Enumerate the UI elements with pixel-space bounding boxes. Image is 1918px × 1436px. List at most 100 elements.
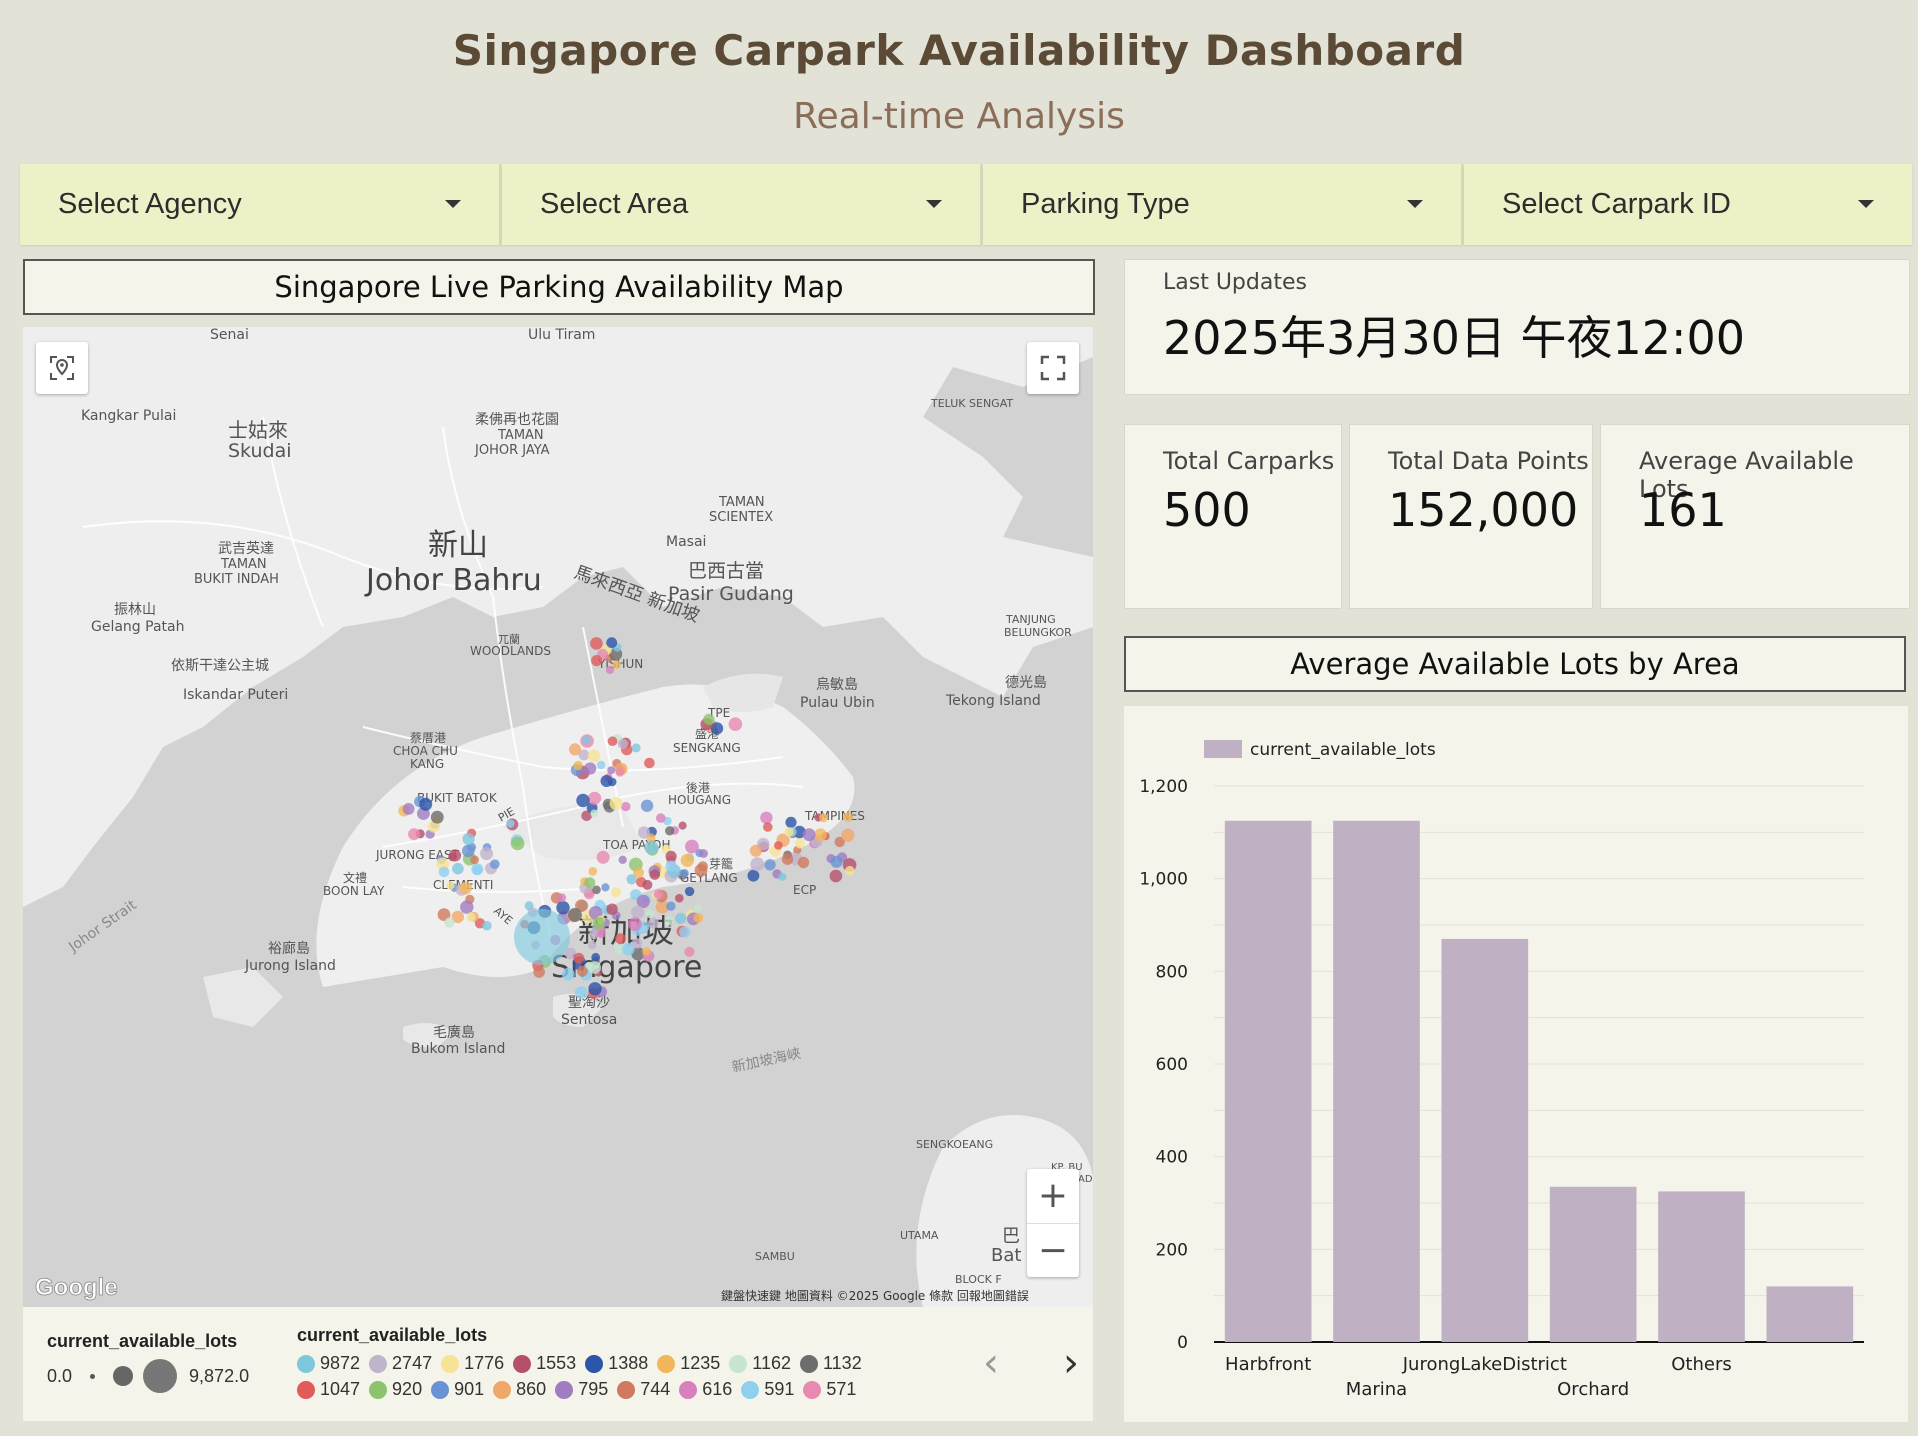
carpark-marker[interactable] (637, 826, 651, 839)
carpark-marker[interactable] (684, 946, 695, 957)
carpark-marker[interactable] (597, 929, 606, 939)
carpark-marker[interactable] (574, 986, 588, 999)
carpark-marker[interactable] (588, 940, 597, 950)
carpark-marker[interactable] (524, 901, 534, 911)
carpark-marker[interactable] (607, 736, 618, 746)
zoom-in-button[interactable]: + (1027, 1169, 1079, 1224)
carpark-marker[interactable] (642, 879, 653, 890)
carpark-marker[interactable] (466, 912, 476, 922)
carpark-marker[interactable] (685, 839, 699, 854)
carpark-marker[interactable] (606, 903, 618, 915)
carpark-marker[interactable] (480, 847, 494, 861)
carpark-marker[interactable] (506, 819, 515, 828)
carpark-marker[interactable] (600, 775, 613, 787)
carpark-marker[interactable] (584, 762, 597, 775)
carpark-marker-largest[interactable] (514, 909, 570, 965)
carpark-marker[interactable] (653, 889, 664, 899)
carpark-marker[interactable] (628, 917, 642, 931)
carpark-marker[interactable] (703, 713, 715, 725)
carpark-marker[interactable] (582, 735, 591, 745)
carpark-marker[interactable] (749, 844, 763, 857)
zoom-out-button[interactable]: − (1037, 1229, 1069, 1271)
carpark-marker[interactable] (561, 967, 575, 981)
carpark-marker[interactable] (581, 810, 592, 822)
carpark-map[interactable]: Senai Ulu Tiram Kangkar Pulai 士姑來 Skudai… (23, 327, 1093, 1307)
carpark-marker[interactable] (693, 912, 704, 923)
carpark-marker[interactable] (573, 952, 585, 964)
carpark-marker[interactable] (605, 665, 615, 675)
carpark-marker[interactable] (601, 883, 610, 892)
carpark-marker[interactable] (642, 947, 651, 956)
carpark-marker[interactable] (588, 867, 598, 876)
carpark-marker[interactable] (647, 917, 659, 929)
map-canvas[interactable]: Senai Ulu Tiram Kangkar Pulai 士姑來 Skudai… (23, 327, 1093, 1307)
area-filter-dropdown[interactable]: Select Area (502, 164, 982, 245)
carpark-marker[interactable] (622, 942, 635, 956)
carpark-marker[interactable] (615, 933, 626, 945)
carpark-marker[interactable] (664, 916, 674, 926)
carpark-marker[interactable] (557, 893, 567, 903)
carpark-marker[interactable] (680, 869, 689, 878)
carpark-marker[interactable] (609, 797, 623, 810)
carpark-marker[interactable] (760, 811, 773, 824)
agency-filter-dropdown[interactable]: Select Agency (20, 164, 501, 245)
carpark-marker[interactable] (615, 768, 625, 777)
carpark-marker[interactable] (591, 952, 601, 962)
carpark-marker[interactable] (578, 749, 590, 761)
map-attribution[interactable]: 鍵盤快速鍵 地圖資料 ©2025 Google 條款 回報地圖錯誤 (721, 1288, 1029, 1303)
carpark-marker[interactable] (419, 797, 433, 811)
carpark-marker[interactable] (764, 859, 776, 871)
carpark-marker[interactable] (617, 738, 629, 750)
carpark-marker[interactable] (665, 860, 677, 872)
carpark-marker[interactable] (636, 894, 650, 909)
carpark-marker[interactable] (781, 853, 794, 865)
carpark-marker[interactable] (591, 655, 603, 667)
carpark-marker[interactable] (607, 766, 616, 775)
carpark-marker[interactable] (843, 812, 853, 822)
carpark-marker[interactable] (460, 900, 474, 914)
carpark-marker[interactable] (684, 886, 695, 897)
carpark-marker[interactable] (588, 982, 602, 996)
carpark-marker[interactable] (510, 836, 525, 851)
carpark-marker[interactable] (649, 869, 661, 880)
parking-type-filter-dropdown[interactable]: Parking Type (983, 164, 1463, 245)
carpark-marker[interactable] (618, 855, 627, 864)
carpark-marker[interactable] (785, 816, 797, 828)
carpark-marker[interactable] (794, 838, 806, 849)
carpark-marker[interactable] (830, 855, 843, 868)
fullscreen-button[interactable] (1027, 342, 1079, 394)
carpark-marker[interactable] (612, 660, 621, 669)
locate-button[interactable] (36, 342, 88, 394)
carpark-marker[interactable] (438, 866, 450, 878)
carpark-marker[interactable] (577, 965, 588, 977)
carpark-marker[interactable] (797, 856, 810, 869)
carpark-marker[interactable] (655, 900, 670, 914)
carpark-marker[interactable] (665, 826, 675, 836)
carpark-marker[interactable] (470, 855, 479, 865)
carpark-marker[interactable] (656, 813, 666, 823)
carpark-marker[interactable] (774, 841, 783, 850)
carpark-marker[interactable] (588, 961, 601, 974)
carpark-marker[interactable] (675, 912, 687, 925)
carpark-marker[interactable] (444, 917, 455, 928)
carpark-marker[interactable] (631, 743, 641, 753)
carpark-marker[interactable] (430, 810, 444, 824)
carpark-marker[interactable] (747, 869, 760, 882)
carpark-marker[interactable] (750, 857, 765, 872)
carpark-marker[interactable] (621, 801, 631, 812)
carpark-marker[interactable] (728, 717, 743, 731)
legend-next-button[interactable]: › (1063, 1340, 1079, 1386)
carpark-marker[interactable] (584, 877, 596, 889)
carpark-marker[interactable] (590, 637, 603, 650)
carpark-marker[interactable] (631, 905, 645, 919)
carpark-marker[interactable] (666, 901, 676, 911)
carpark-marker[interactable] (592, 917, 606, 930)
carpark-marker[interactable] (472, 865, 483, 875)
carpark-marker[interactable] (694, 904, 703, 913)
carpark-marker[interactable] (845, 865, 855, 876)
carpark-marker[interactable] (596, 760, 606, 770)
carpark-marker[interactable] (592, 885, 601, 895)
carpark-marker[interactable] (564, 947, 577, 960)
carpark-marker[interactable] (710, 722, 724, 735)
carpark-marker[interactable] (633, 867, 644, 879)
